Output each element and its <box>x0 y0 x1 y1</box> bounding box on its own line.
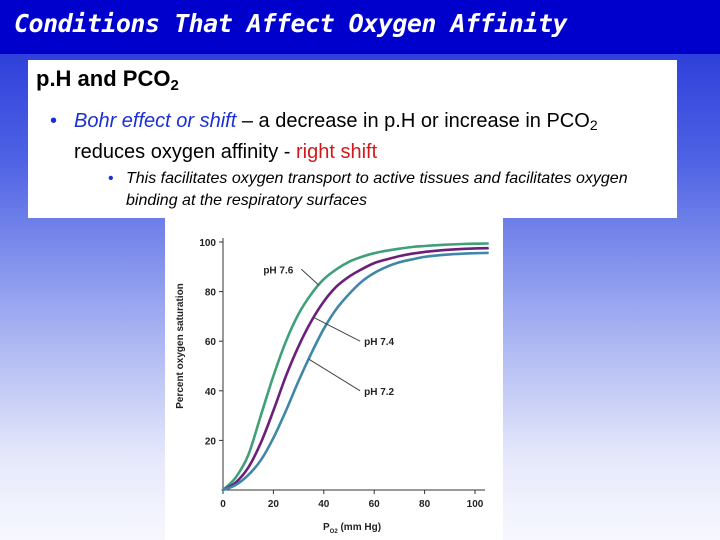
slide-title: Conditions That Affect Oxygen Affinity <box>14 9 567 38</box>
series-line-ph74 <box>221 246 489 492</box>
y-axis-label: Percent oxygen saturation <box>175 283 186 409</box>
x-axis-label: PO2 (mm Hg) <box>323 522 381 535</box>
bohr-text-2: reduces oxygen affinity - <box>74 141 296 163</box>
x-axis-label-unit: (mm Hg) <box>338 522 381 533</box>
oxygen-dissociation-chart: 20 40 60 80 100 0 20 40 60 80 100 pH 7.6 pH 7.4 pH 7… <box>165 218 503 540</box>
chart-axes: 20 40 60 80 100 0 20 40 60 80 100 <box>199 238 485 510</box>
x-axis-label-sub: O2 <box>330 529 339 535</box>
content-box: p.H and PCO2 • Bohr effect or shift – a … <box>28 60 677 218</box>
y-tick-label: 20 <box>205 436 217 447</box>
bohr-subscript: 2 <box>589 117 598 133</box>
slide-heading: p.H and PCO2 <box>36 66 179 94</box>
annotation-label: pH 7.2 <box>364 387 394 398</box>
series-line-ph72 <box>221 251 489 492</box>
x-tick-label: 20 <box>268 499 280 510</box>
y-tick-label: 80 <box>205 288 217 299</box>
annotation-leader <box>308 358 361 392</box>
bullet-transport: • This facilitates oxygen transport to a… <box>108 168 646 212</box>
chart-annotations: pH 7.6 pH 7.4 pH 7.2 <box>263 265 394 398</box>
series-line-ph76 <box>221 242 489 492</box>
annotation-label: pH 7.6 <box>263 265 293 276</box>
x-tick-label: 0 <box>220 499 226 510</box>
bohr-text-1: – a decrease in p.H or increase in PCO <box>236 110 590 132</box>
transport-text: This facilitates oxygen transport to act… <box>126 170 628 209</box>
title-bar: Conditions That Affect Oxygen Affinity <box>0 0 720 54</box>
x-axis-label-main: P <box>323 522 330 533</box>
chart-curves <box>221 242 489 492</box>
x-tick-label: 60 <box>369 499 381 510</box>
bullet-dot-icon: • <box>108 170 114 187</box>
y-tick-label: 100 <box>199 238 216 249</box>
x-tick-label: 80 <box>419 499 431 510</box>
y-tick-label: 60 <box>205 337 217 348</box>
heading-main: p.H and PCO <box>36 66 171 91</box>
bohr-effect-term: Bohr effect or shift <box>74 110 237 132</box>
x-tick-label: 40 <box>318 499 330 510</box>
bullet-bohr-effect: • Bohr effect or shift – a decrease in p… <box>50 108 664 166</box>
y-tick-label: 40 <box>205 387 217 398</box>
annotation-leader <box>313 316 361 342</box>
annotation-label: pH 7.4 <box>364 337 394 348</box>
bullet-dot-icon: • <box>50 110 58 132</box>
heading-subscript: 2 <box>170 77 179 94</box>
annotation-leader <box>300 268 320 286</box>
right-shift-term: right shift <box>295 141 378 163</box>
x-tick-label: 100 <box>467 499 484 510</box>
